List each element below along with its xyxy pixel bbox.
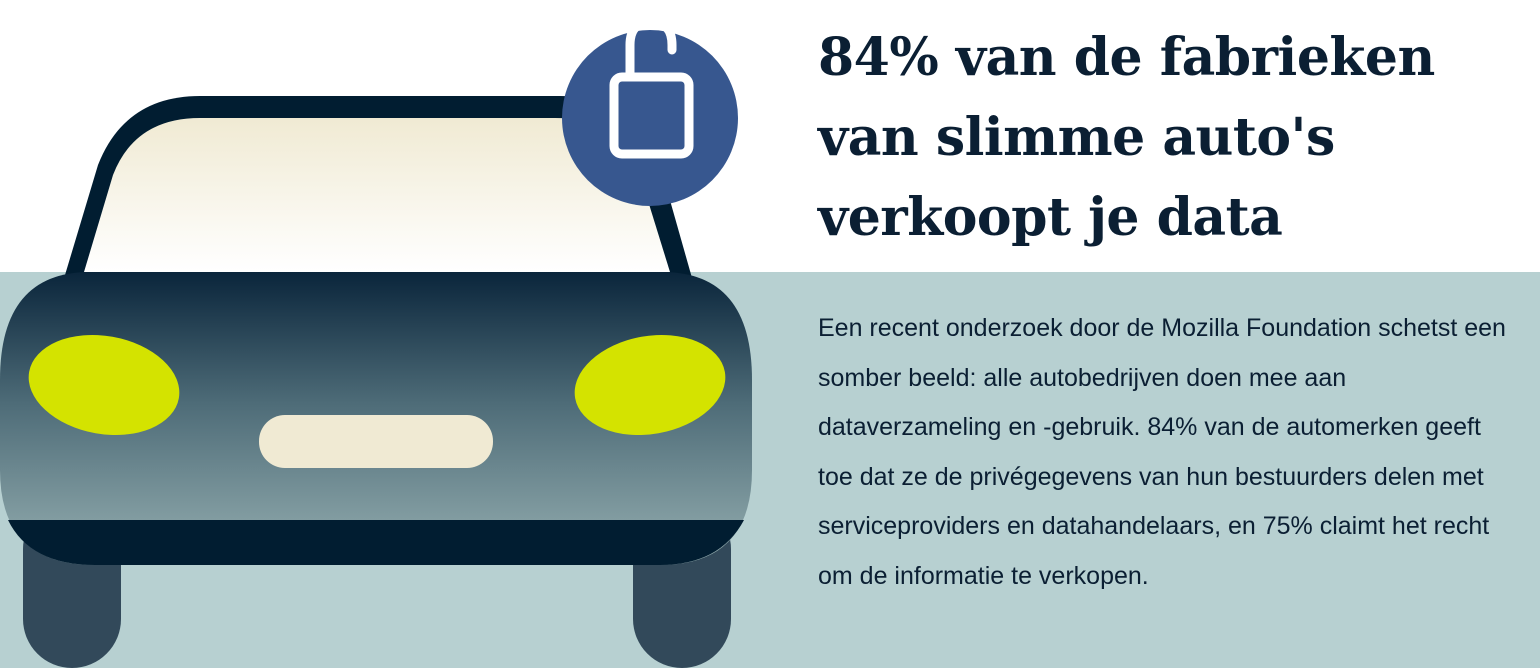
lock-badge — [562, 30, 738, 206]
right-headlight — [574, 334, 726, 436]
windshield — [84, 118, 670, 272]
left-headlight — [28, 334, 180, 436]
headline: 84% van de fabrieken van slimme auto's v… — [818, 27, 1435, 248]
grille — [259, 415, 493, 468]
unlocked-padlock-icon — [609, 17, 694, 159]
bumper — [8, 520, 744, 565]
car-illustration — [0, 17, 752, 668]
body-text: Een recent onderzoek door de Mozilla Fou… — [818, 314, 1506, 590]
